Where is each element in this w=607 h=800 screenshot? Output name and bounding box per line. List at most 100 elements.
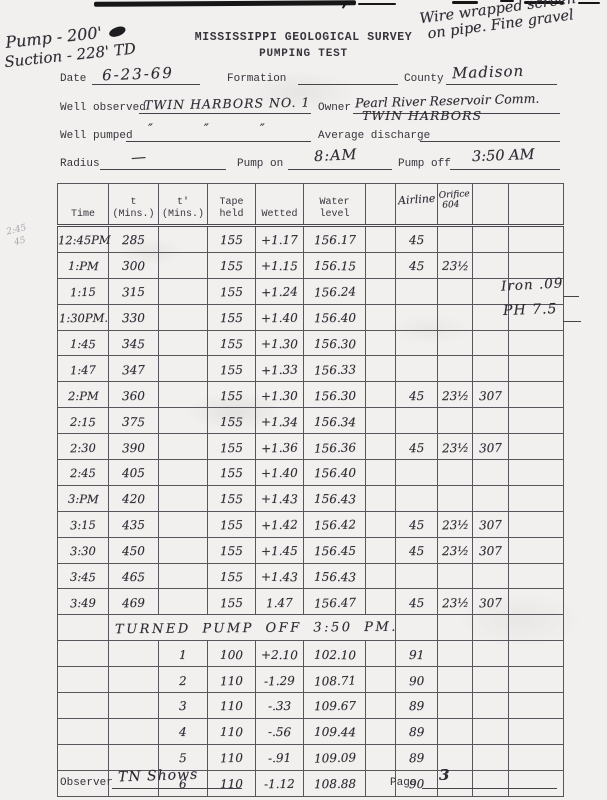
table-cell: 156.36 [303, 433, 366, 461]
table-cell [508, 433, 564, 461]
radius-value: — [130, 147, 147, 167]
table-cell: +1.43 [255, 484, 304, 512]
cell-value: 155 [219, 544, 244, 559]
table-cell [57, 692, 109, 719]
page-number-value: 3 [439, 766, 450, 784]
table-cell: 100 [207, 640, 256, 668]
cell-value: 156.42 [313, 517, 356, 533]
iron-content-note: Iron .09 [500, 275, 564, 295]
table-cell: 89 [395, 692, 438, 719]
table-body: 12:45PM 285 155 +1.17 156.17 45 1:PM 300 155 +1.1… [57, 225, 564, 797]
table-cell [437, 303, 473, 331]
table-cell: 156.42 [303, 510, 366, 538]
table-cell [437, 459, 473, 486]
table-row: 3:49 469 155 1.47 156.47 45 23½ 307 [57, 588, 564, 616]
table-cell: 23½ [437, 251, 473, 279]
cell-value: -.91 [267, 750, 292, 766]
table-cell: +1.30 [255, 329, 304, 357]
table-cell [365, 303, 396, 331]
table-cell: 45 [395, 588, 438, 616]
pump-off-underline [450, 147, 560, 170]
table-cell: 109.09 [303, 743, 366, 771]
table-cell: 2 [158, 666, 208, 694]
table-cell [508, 666, 564, 694]
table-cell [395, 277, 438, 305]
table-cell: 6 [158, 769, 208, 797]
table-cell: 45 [395, 251, 438, 279]
table-cell: 307 [472, 381, 509, 409]
table-cell: 156.24 [303, 277, 366, 305]
table-cell: 91 [395, 640, 438, 668]
table-cell: 155 [207, 251, 256, 279]
table-cell [437, 484, 473, 512]
cell-value: 420 [121, 492, 146, 507]
cell-value: 469 [121, 595, 146, 611]
cell-value: 3:30 [70, 543, 96, 559]
table-cell: 1:PM [57, 251, 109, 279]
table-cell: 156.47 [303, 588, 366, 616]
table-cell: +1.24 [255, 277, 304, 305]
cell-value: 307 [478, 517, 503, 533]
table-cell [437, 640, 473, 668]
cell-value: 110 [219, 750, 244, 766]
table-cell: 102.10 [303, 640, 366, 668]
cell-value: 45 [408, 544, 425, 559]
table-cell: 1:30PM. [57, 303, 109, 331]
table-cell: 109.44 [303, 717, 366, 745]
table-cell: 23½ [437, 510, 473, 538]
cell-value: +1.45 [261, 543, 298, 559]
form-title: MISSISSIPPI GEOLOGICAL SURVEY [194, 31, 413, 44]
table-cell [365, 355, 396, 383]
table-row: TURNED PUMP OFF 3:50 PM. [57, 614, 564, 642]
turned-pump-off-note: TURNED PUMP OFF 3:50 PM. [114, 619, 398, 638]
cell-value: 89 [408, 699, 425, 714]
table-cell [437, 407, 473, 435]
table-row: 2:45 405 155 +1.40 156.40 [57, 459, 564, 486]
cell-value: 100 [219, 647, 244, 662]
cell-value: -1.12 [264, 776, 295, 792]
table-cell [365, 225, 396, 253]
table-cell: 155 [207, 433, 256, 461]
cell-value: 1:30PM. [58, 310, 108, 326]
table-cell: 155 [207, 277, 256, 305]
table-cell [365, 329, 396, 357]
table-cell: -1.12 [255, 769, 304, 797]
cell-value: +1.43 [260, 492, 299, 507]
table-row: 4 110 -.56 109.44 89 [57, 717, 564, 745]
table-cell: +1.43 [255, 562, 304, 590]
table-cell [158, 536, 208, 564]
table-cell [365, 562, 396, 590]
page-label: Page [390, 777, 417, 789]
table-cell [365, 459, 396, 486]
well-observed-label: Well observed [60, 102, 146, 114]
radius-underline [100, 147, 226, 170]
table-cell: 3:PM [57, 484, 109, 512]
cell-value: 108.71 [313, 672, 356, 689]
cell-value: 155 [219, 362, 244, 378]
observer-value: TN Shows [117, 766, 199, 786]
table-cell [158, 277, 208, 305]
table-cell [365, 666, 396, 694]
table-cell [158, 251, 208, 279]
table-row: 3:30 450 155 +1.45 156.45 45 23½ 307 [57, 536, 564, 564]
cell-value: 23½ [441, 440, 469, 455]
table-cell [57, 769, 109, 797]
table-cell: 45 [395, 225, 438, 253]
cell-value: +1.40 [261, 310, 298, 326]
cell-value: +1.30 [261, 388, 298, 403]
table-cell [472, 692, 509, 719]
table-cell [508, 355, 564, 383]
scan-edge-artifact [578, 2, 600, 4]
table-cell [508, 769, 564, 797]
table-cell: +1.15 [255, 251, 304, 279]
table-cell [158, 355, 208, 383]
cell-value: 2:15 [69, 414, 97, 429]
column-header [365, 183, 396, 227]
table-row: 1:45 345 155 +1.30 156.30 [57, 329, 564, 357]
table-cell [158, 303, 208, 331]
cell-value: 450 [121, 544, 146, 559]
table-cell [437, 562, 473, 590]
cell-value: 110 [219, 725, 244, 740]
owner-underline [353, 91, 560, 114]
cell-value: 156.30 [313, 336, 356, 352]
